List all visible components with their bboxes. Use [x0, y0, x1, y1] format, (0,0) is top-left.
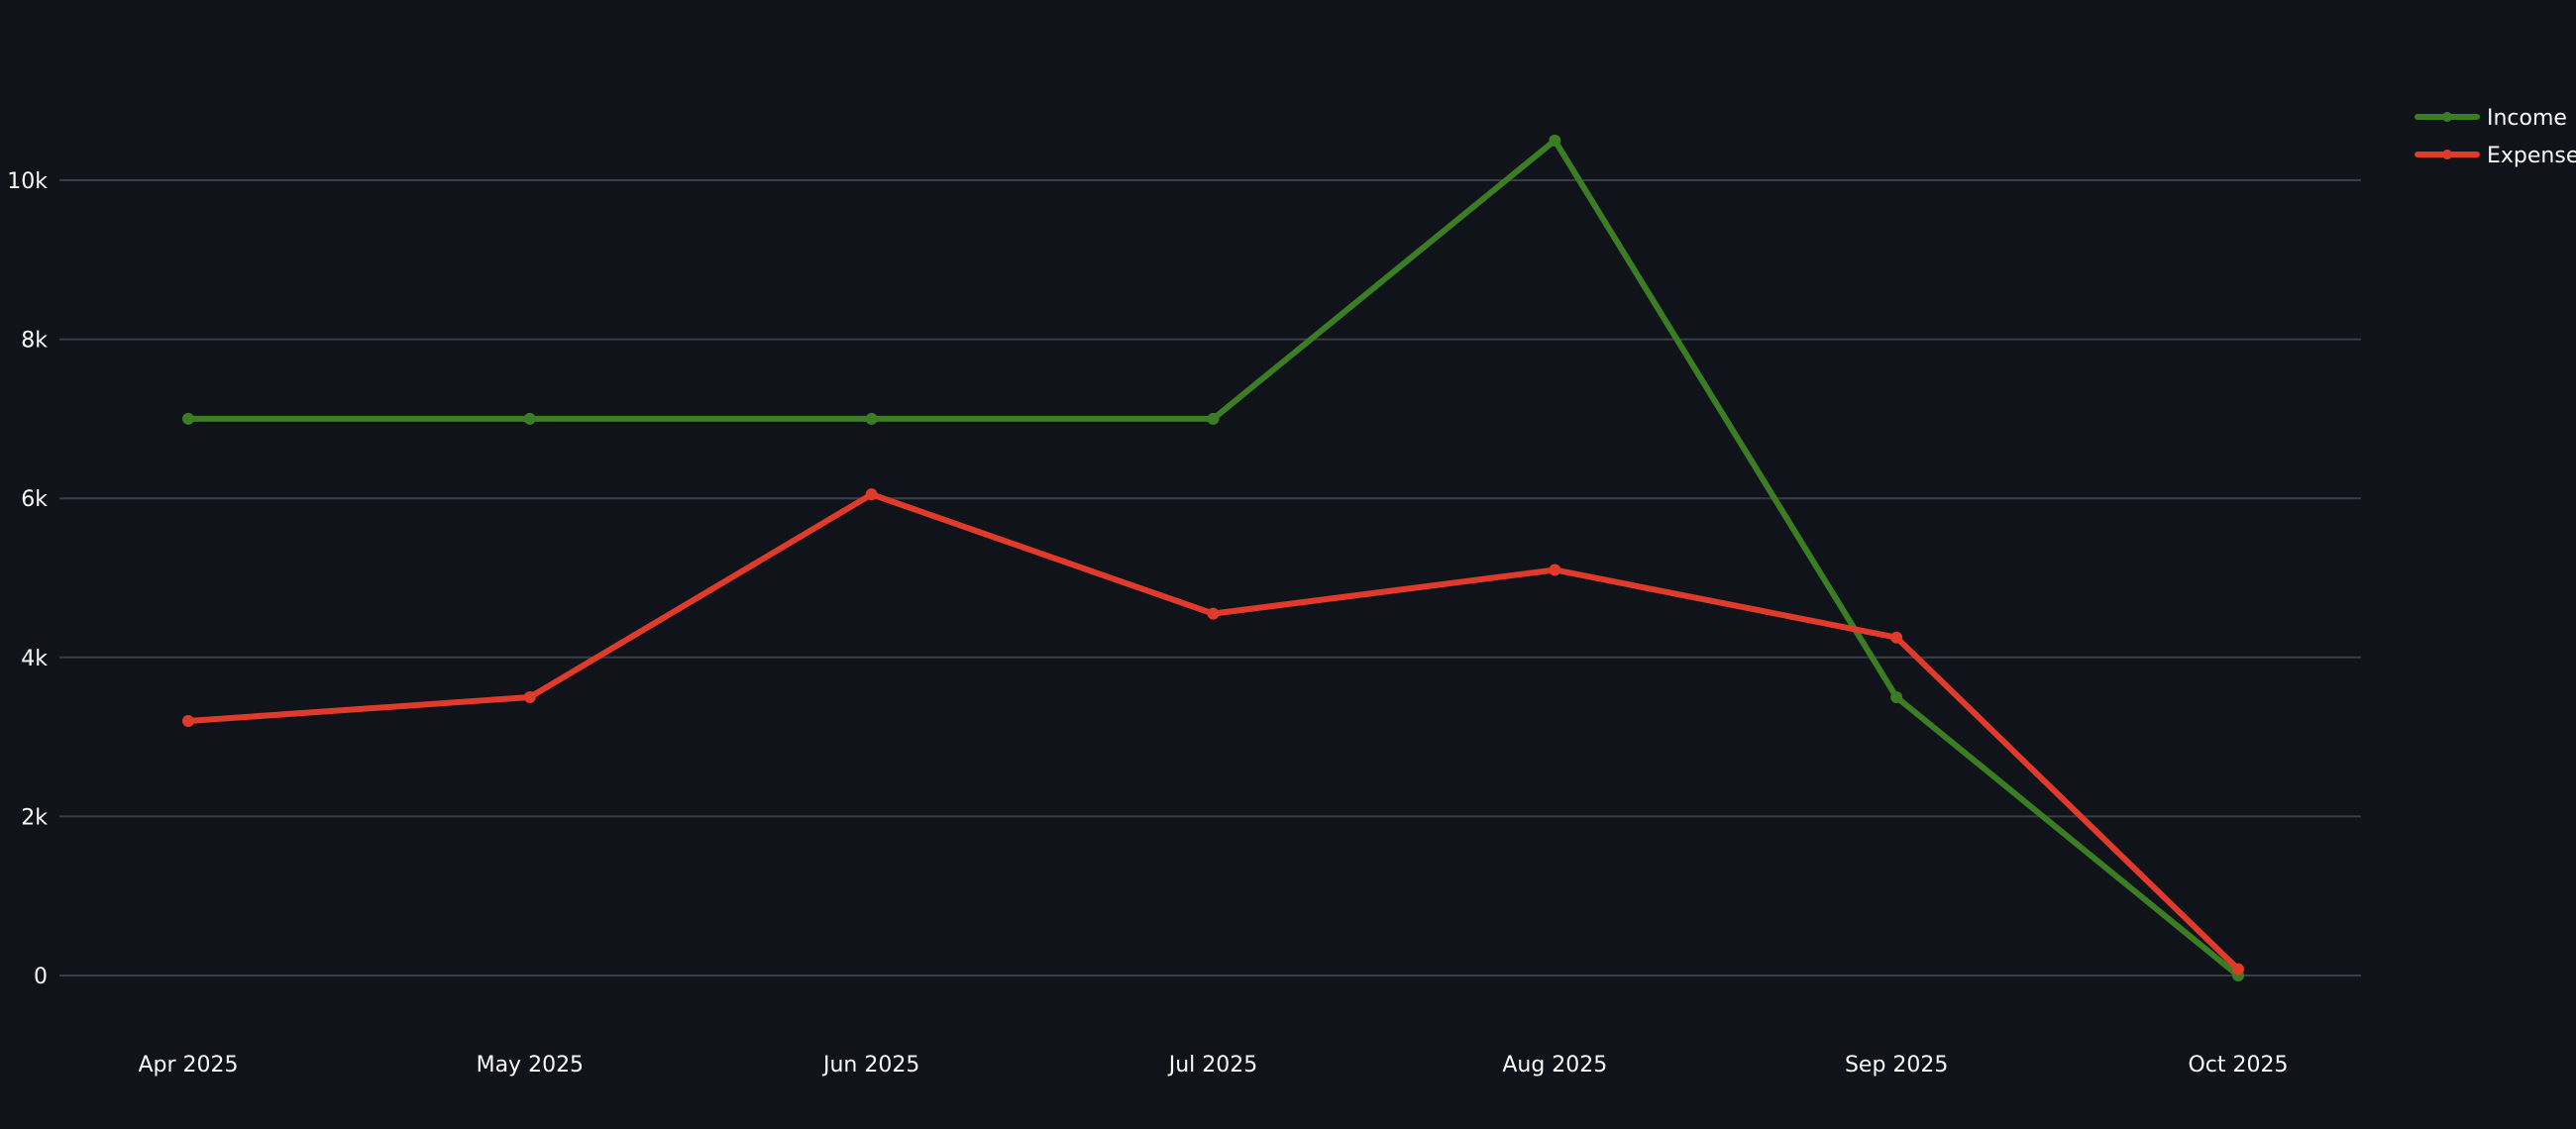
y-tick-label: 2k: [21, 805, 48, 830]
expenses-point[interactable]: [865, 488, 878, 501]
x-tick-label: Aug 2025: [1502, 1053, 1607, 1078]
y-tick-label: 10k: [7, 169, 48, 194]
y-tick-label: 6k: [21, 487, 48, 512]
x-tick-label: Apr 2025: [138, 1053, 238, 1078]
grid-layer: [59, 179, 2361, 976]
expenses-point[interactable]: [1890, 631, 1903, 644]
y-tick-label: 4k: [21, 647, 48, 671]
series-income[interactable]: [182, 134, 2244, 981]
expenses-point[interactable]: [2232, 963, 2244, 975]
income-point[interactable]: [1549, 134, 1561, 147]
y-axis: 0 2k 4k 6k 8k 10k: [7, 169, 48, 989]
x-tick-label: Sep 2025: [1845, 1053, 1948, 1078]
expenses-point[interactable]: [182, 715, 194, 728]
legend-marker: [2442, 112, 2452, 122]
income-line[interactable]: [185, 137, 2241, 978]
x-tick-label: Oct 2025: [2188, 1053, 2288, 1078]
x-axis: Apr 2025 May 2025 Jun 2025 Jul 2025 Aug 2025…: [138, 1053, 2288, 1078]
series-expenses[interactable]: [182, 488, 2244, 975]
income-point[interactable]: [523, 412, 536, 425]
income-point[interactable]: [1207, 412, 1220, 425]
series-layer: [182, 134, 2244, 981]
legend-label: Income: [2487, 106, 2567, 131]
y-tick-label: 0: [34, 965, 48, 989]
x-tick-label: Jul 2025: [1167, 1053, 1258, 1078]
expenses-line[interactable]: [185, 491, 2241, 973]
legend[interactable]: Income Expenses: [2415, 106, 2576, 168]
legend-label: Expenses: [2487, 144, 2576, 168]
legend-marker: [2442, 150, 2452, 159]
legend-item-income[interactable]: Income: [2415, 106, 2567, 131]
expenses-point[interactable]: [1207, 607, 1220, 620]
y-tick-label: 8k: [21, 329, 48, 354]
income-point[interactable]: [865, 412, 878, 425]
legend-item-expenses[interactable]: Expenses: [2415, 144, 2576, 168]
income-point[interactable]: [182, 412, 194, 425]
expenses-point[interactable]: [523, 690, 536, 703]
x-tick-label: May 2025: [477, 1053, 584, 1078]
expenses-point[interactable]: [1549, 564, 1561, 576]
x-tick-label: Jun 2025: [821, 1053, 919, 1078]
income-point[interactable]: [1890, 690, 1903, 703]
